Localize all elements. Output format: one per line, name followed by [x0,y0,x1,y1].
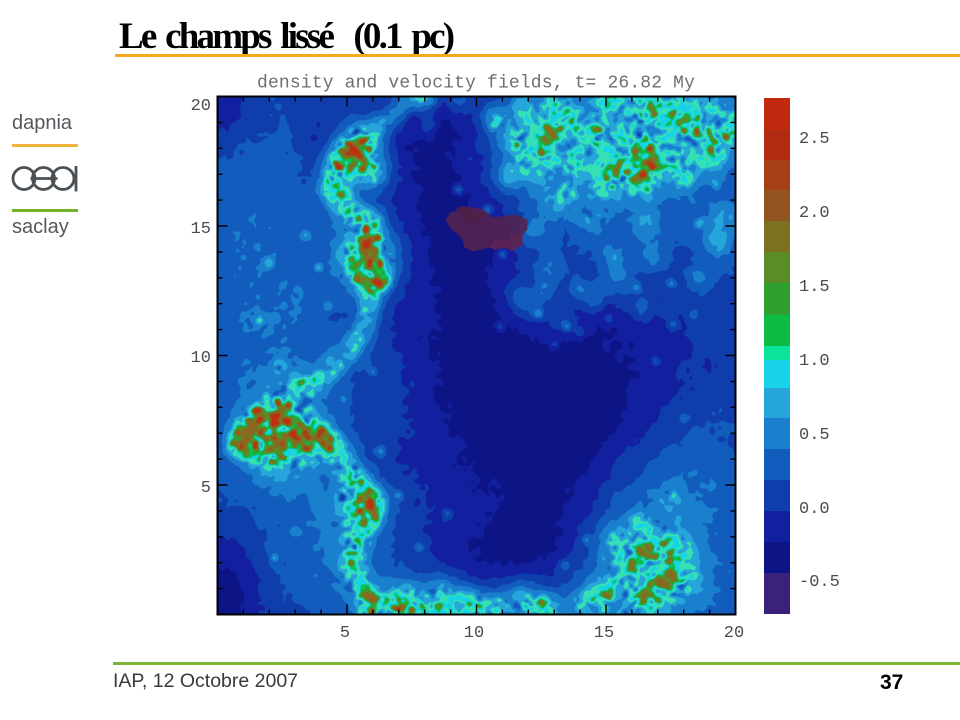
svg-text:5: 5 [340,624,350,643]
svg-text:1.0: 1.0 [799,352,830,371]
svg-text:10: 10 [191,349,211,368]
svg-text:5: 5 [201,479,211,498]
svg-text:15: 15 [594,624,614,643]
svg-text:0.5: 0.5 [799,426,830,445]
svg-text:10: 10 [464,624,484,643]
svg-text:15: 15 [191,220,211,239]
svg-text:2.5: 2.5 [799,130,830,149]
svg-text:density and velocity fields,: density and velocity fields, t= 26.82 My [257,74,695,94]
svg-text:2.0: 2.0 [799,204,830,223]
svg-text:20: 20 [724,624,744,643]
svg-text:-0.5: -0.5 [799,573,840,592]
svg-text:0.0: 0.0 [799,500,830,519]
svg-text:1.5: 1.5 [799,278,830,297]
svg-text:20: 20 [191,97,211,116]
